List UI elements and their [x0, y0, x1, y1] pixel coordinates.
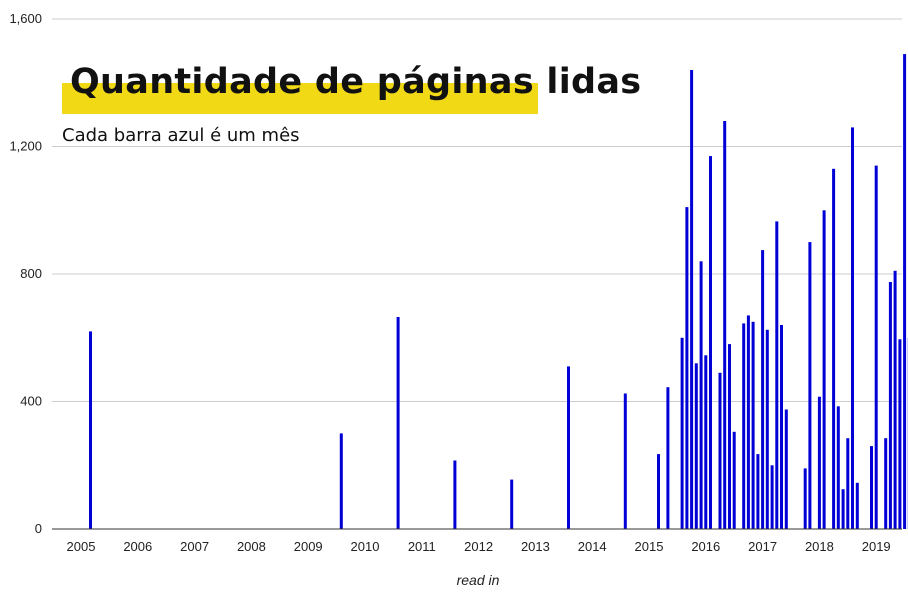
- y-tick-label: 1,200: [9, 139, 42, 154]
- x-tick-label: 2013: [521, 539, 550, 554]
- bar: [765, 329, 769, 529]
- bar: [761, 250, 765, 529]
- x-tick-label: 2005: [67, 539, 96, 554]
- bar: [657, 454, 660, 529]
- bar: [510, 479, 514, 529]
- bar: [780, 325, 783, 529]
- bar: [728, 344, 731, 529]
- bar: [89, 331, 92, 529]
- bar: [453, 460, 457, 529]
- bar: [808, 242, 812, 529]
- chart-subtitle: Cada barra azul é um mês: [62, 125, 300, 146]
- bar: [567, 366, 570, 529]
- bar: [339, 433, 343, 529]
- x-tick-label: 2011: [408, 539, 436, 554]
- x-axis-ticks: 2005 2006 2007 2008 2009 2010 2011 2012 2013 2014…: [67, 539, 891, 554]
- y-axis-ticks: 0 400 800 1,200 1,600: [9, 11, 42, 536]
- bar: [709, 156, 712, 529]
- x-tick-label: 2012: [464, 539, 493, 554]
- y-tick-label: 400: [20, 394, 42, 409]
- y-tick-label: 800: [20, 266, 42, 281]
- x-tick-label: 2015: [635, 539, 664, 554]
- bar: [699, 261, 703, 530]
- bar: [742, 323, 746, 529]
- bar: [817, 396, 821, 529]
- bar: [704, 355, 708, 529]
- bar: [685, 207, 689, 529]
- grid-lines: [52, 18, 902, 402]
- x-tick-label: 2007: [180, 539, 209, 554]
- bar: [870, 446, 873, 529]
- bar: [855, 482, 859, 529]
- bar: [874, 165, 878, 529]
- bar: [803, 468, 807, 529]
- bar: [690, 70, 694, 529]
- bar: [666, 387, 670, 529]
- x-tick-label: 2016: [691, 539, 720, 554]
- bar: [746, 315, 750, 529]
- bar: [784, 409, 788, 529]
- bar: [841, 489, 845, 529]
- x-tick-label: 2017: [748, 539, 777, 554]
- y-tick-label: 1,600: [9, 11, 42, 26]
- bar: [680, 337, 684, 530]
- bar: [898, 339, 902, 529]
- bar: [718, 372, 722, 529]
- bar: [770, 465, 774, 530]
- x-tick-label: 2008: [237, 539, 266, 554]
- bars: [89, 54, 908, 530]
- x-tick-label: 2018: [805, 539, 834, 554]
- bar: [623, 393, 627, 529]
- x-tick-label: 2010: [351, 539, 380, 554]
- bar: [851, 127, 854, 530]
- bar: [893, 270, 897, 529]
- x-tick-label: 2006: [123, 539, 152, 554]
- bar: [822, 210, 826, 530]
- bar: [723, 121, 727, 529]
- chart-title: Quantidade de páginas lidas: [70, 62, 642, 102]
- y-tick-label: 0: [35, 521, 42, 536]
- x-tick-label: 2009: [294, 539, 323, 554]
- bar: [732, 431, 736, 529]
- x-tick-label: 2014: [578, 539, 607, 554]
- title-highlight: [62, 83, 538, 114]
- bar: [396, 317, 400, 529]
- x-tick-label: 2019: [862, 539, 891, 554]
- bar: [756, 454, 760, 529]
- bar: [884, 438, 888, 529]
- x-axis-label: read in: [457, 572, 500, 588]
- bar: [751, 321, 755, 529]
- bar: [694, 363, 698, 530]
- bar: [903, 54, 907, 529]
- bar: [836, 406, 840, 529]
- bar: [888, 282, 892, 529]
- bar: [775, 221, 779, 529]
- bar: [846, 438, 850, 529]
- bar: [832, 168, 836, 530]
